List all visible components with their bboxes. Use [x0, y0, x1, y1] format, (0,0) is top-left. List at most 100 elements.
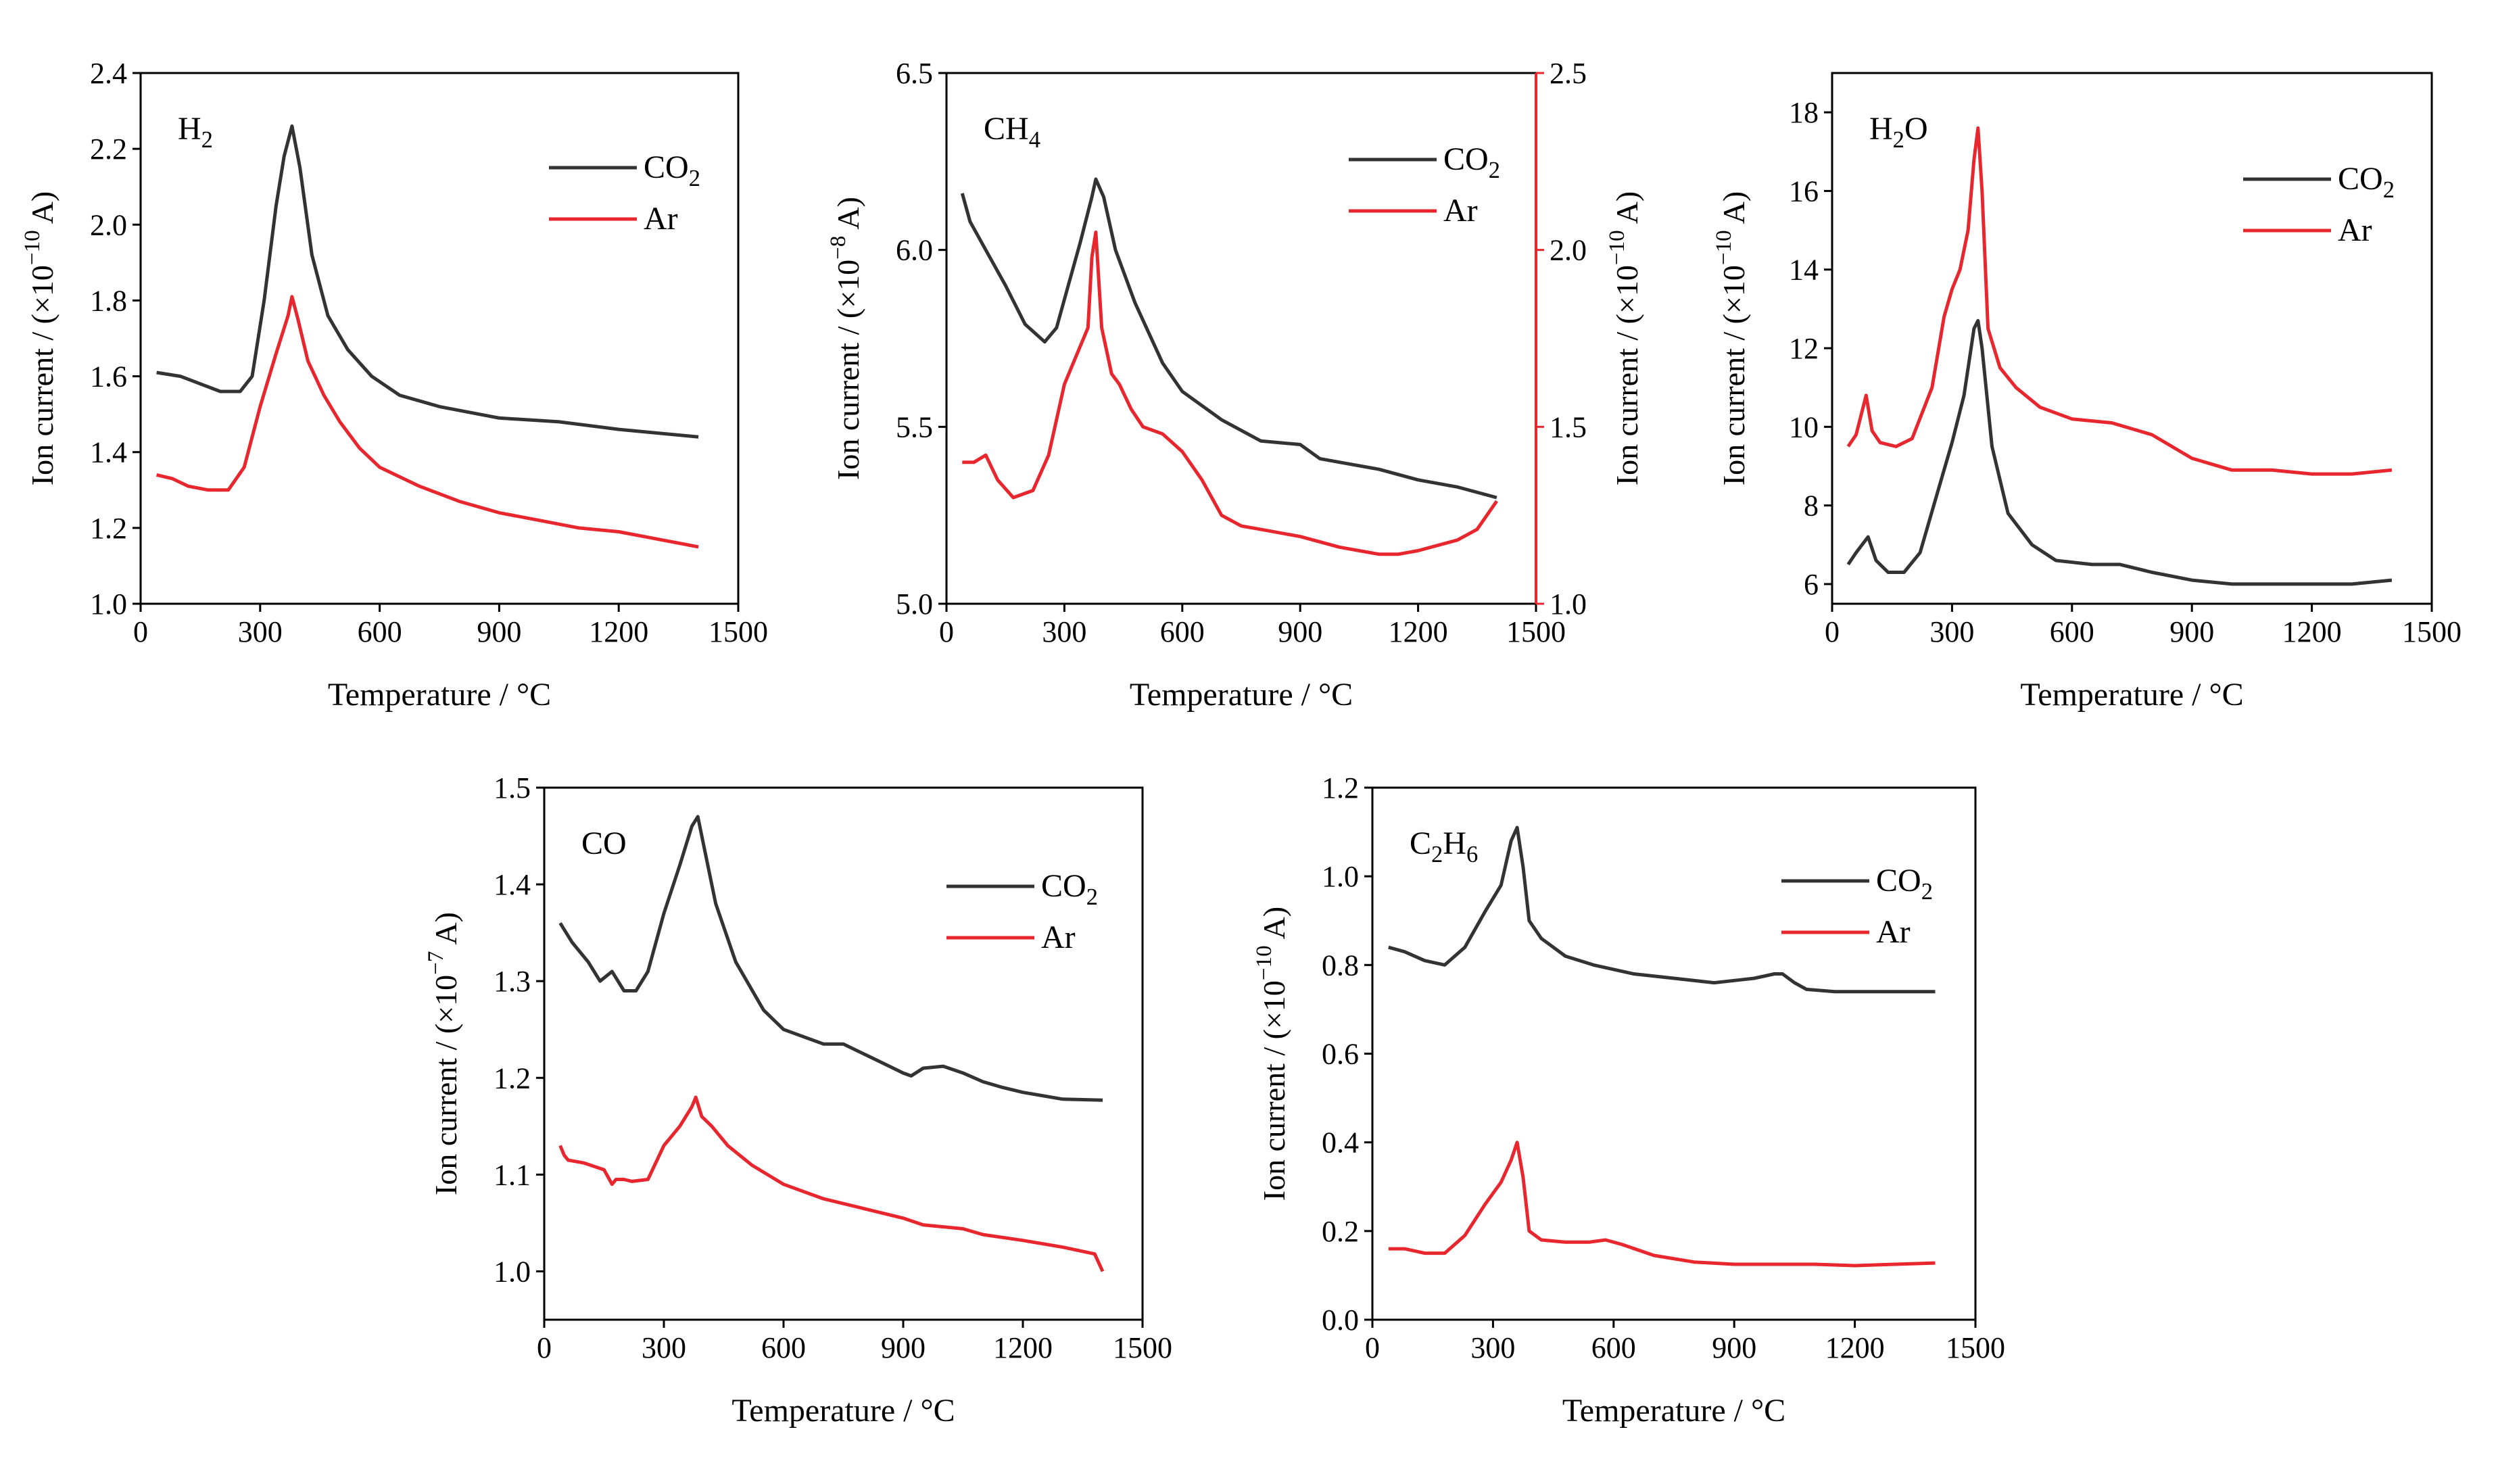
x-axis-label: Temperature / °C	[1562, 1393, 1785, 1429]
y-tick-label: 6	[1804, 568, 1819, 601]
y-tick-label: 1.2	[494, 1061, 531, 1095]
x-tick-label: 900	[1278, 615, 1322, 648]
series-line-ar	[558, 1095, 1105, 1272]
y-tick-label: 5.0	[896, 588, 933, 621]
y-tick-label: 1.0	[90, 588, 127, 621]
x-tick-label: 1500	[1113, 1331, 1172, 1364]
legend-label-ar: Ar	[1443, 193, 1478, 229]
y2-tick-label: 2.0	[1550, 234, 1587, 267]
y-axis-label: Ion current / (×10−10 A)	[1711, 191, 1751, 485]
x-tick-label: 1200	[589, 615, 648, 648]
x-tick-label: 300	[238, 615, 283, 648]
y-tick-label: 12	[1789, 332, 1819, 365]
series-line-co2	[1388, 825, 1936, 994]
y-tick-label: 6.0	[896, 234, 933, 267]
y-tick-label: 2.4	[90, 57, 127, 90]
x-tick-label: 900	[1712, 1331, 1756, 1364]
x-tick-label: 900	[881, 1331, 926, 1364]
legend-label-ar: Ar	[2338, 212, 2372, 248]
x-tick-label: 1200	[1825, 1331, 1885, 1364]
y-axis-label: Ion current / (×10−10 A)	[20, 191, 59, 485]
legend-label-co2: CO2	[2338, 161, 2395, 203]
species-annotation: H2O	[1869, 111, 1928, 153]
y-tick-label: 5.5	[896, 410, 933, 444]
y-tick-label: 0.0	[1322, 1303, 1359, 1337]
species-annotation: H2	[178, 111, 213, 153]
series-line-ar	[1388, 1141, 1936, 1268]
y2-axis-label: Ion current / (×10−10 A)	[1604, 191, 1644, 485]
y-tick-label: 1.4	[494, 868, 531, 901]
x-tick-label: 600	[761, 1331, 806, 1364]
legend-label-co2: CO2	[644, 149, 700, 191]
y-tick-label: 2.2	[90, 133, 127, 166]
x-tick-label: 300	[642, 1331, 686, 1364]
y-tick-label: 18	[1789, 96, 1819, 129]
y-tick-label: 1.6	[90, 360, 127, 393]
x-axis-label: Temperature / °C	[2020, 677, 2243, 713]
x-tick-label: 600	[358, 615, 402, 648]
legend-label-co2: CO2	[1443, 141, 1500, 183]
x-tick-label: 1500	[709, 615, 768, 648]
species-annotation: CH4	[984, 111, 1040, 153]
chart-panel-h2o: 0 300 600 900 1200 1500 6 8 10 12 14 16 18 Temperatur…	[1711, 72, 2462, 713]
y-tick-label: 10	[1789, 410, 1819, 444]
y-tick-label: 16	[1789, 174, 1819, 208]
x-tick-label: 300	[1042, 615, 1086, 648]
y2-tick-label: 2.5	[1550, 57, 1587, 90]
series-line-ar	[962, 231, 1498, 556]
y-tick-label: 1.2	[1322, 771, 1359, 805]
chart-panel-h2: 0 300 600 900 1200 1500 1.0 1.2 1.4 1.6 1.8 2.0 2.2 2…	[20, 57, 768, 713]
y2-tick-label: 1.0	[1550, 588, 1587, 621]
y-tick-label: 0.2	[1322, 1215, 1359, 1248]
legend-label-ar: Ar	[644, 201, 678, 237]
plot-frame	[1831, 72, 2433, 605]
x-axis-label: Temperature / °C	[731, 1393, 955, 1429]
y-tick-label: 0.6	[1322, 1038, 1359, 1071]
x-tick-label: 1500	[1506, 615, 1566, 648]
x-tick-label: 0	[133, 615, 148, 648]
plot-frame	[139, 72, 740, 605]
y-tick-label: 0.8	[1322, 949, 1359, 982]
legend-label-ar: Ar	[1876, 914, 1911, 950]
y-tick-label: 1.8	[90, 284, 127, 317]
y-axis-label: Ion current / (×10−7 A)	[423, 912, 463, 1195]
legend-label-co2: CO2	[1041, 868, 1098, 910]
legend-label-ar: Ar	[1041, 919, 1076, 955]
y-tick-label: 14	[1789, 254, 1819, 287]
y-tick-label: 1.0	[494, 1255, 531, 1288]
legend-label-co2: CO2	[1876, 863, 1933, 905]
y-tick-label: 8	[1804, 489, 1819, 523]
x-axis-label: Temperature / °C	[1130, 677, 1353, 713]
y-tick-label: 1.5	[494, 771, 531, 805]
chart-panel-co: 0 300 600 900 1200 1500 1.0 1.1 1.2 1.3 1.4 1.5 Temp…	[423, 771, 1172, 1429]
series-line-ar	[156, 295, 699, 549]
y-tick-label: 1.2	[90, 512, 127, 545]
y2-tick-label: 1.5	[1550, 410, 1587, 444]
chart-panel-ch4: 0 300 600 900 1200 1500 5.0 5.5 6.0 6.5 1.0 1.5 2.0 2…	[825, 57, 1644, 713]
x-tick-label: 1500	[1946, 1331, 2005, 1364]
x-tick-label: 900	[2169, 615, 2214, 648]
x-tick-label: 600	[2050, 615, 2094, 648]
x-tick-label: 900	[477, 615, 521, 648]
y-tick-label: 1.0	[1322, 860, 1359, 893]
x-tick-label: 600	[1160, 615, 1205, 648]
x-tick-label: 0	[1825, 615, 1840, 648]
x-tick-label: 1200	[993, 1331, 1053, 1364]
series-line-co2	[1846, 318, 2393, 586]
series-line-co2	[156, 124, 699, 439]
y-tick-label: 1.1	[494, 1158, 531, 1191]
plot-frame	[543, 786, 1144, 1321]
series-line-ar	[1846, 126, 2393, 476]
y-tick-label: 6.5	[896, 57, 933, 90]
y-axis-label: Ion current / (×10−10 A)	[1251, 907, 1291, 1201]
species-annotation: CO	[581, 825, 627, 861]
y-tick-label: 1.3	[494, 965, 531, 998]
y-tick-label: 0.4	[1322, 1126, 1359, 1159]
series-line-co2	[960, 177, 1497, 500]
x-tick-label: 300	[1929, 615, 1974, 648]
x-tick-label: 0	[1365, 1331, 1380, 1364]
x-tick-label: 0	[939, 615, 954, 648]
x-tick-label: 1200	[2282, 615, 2342, 648]
x-tick-label: 0	[537, 1331, 552, 1364]
